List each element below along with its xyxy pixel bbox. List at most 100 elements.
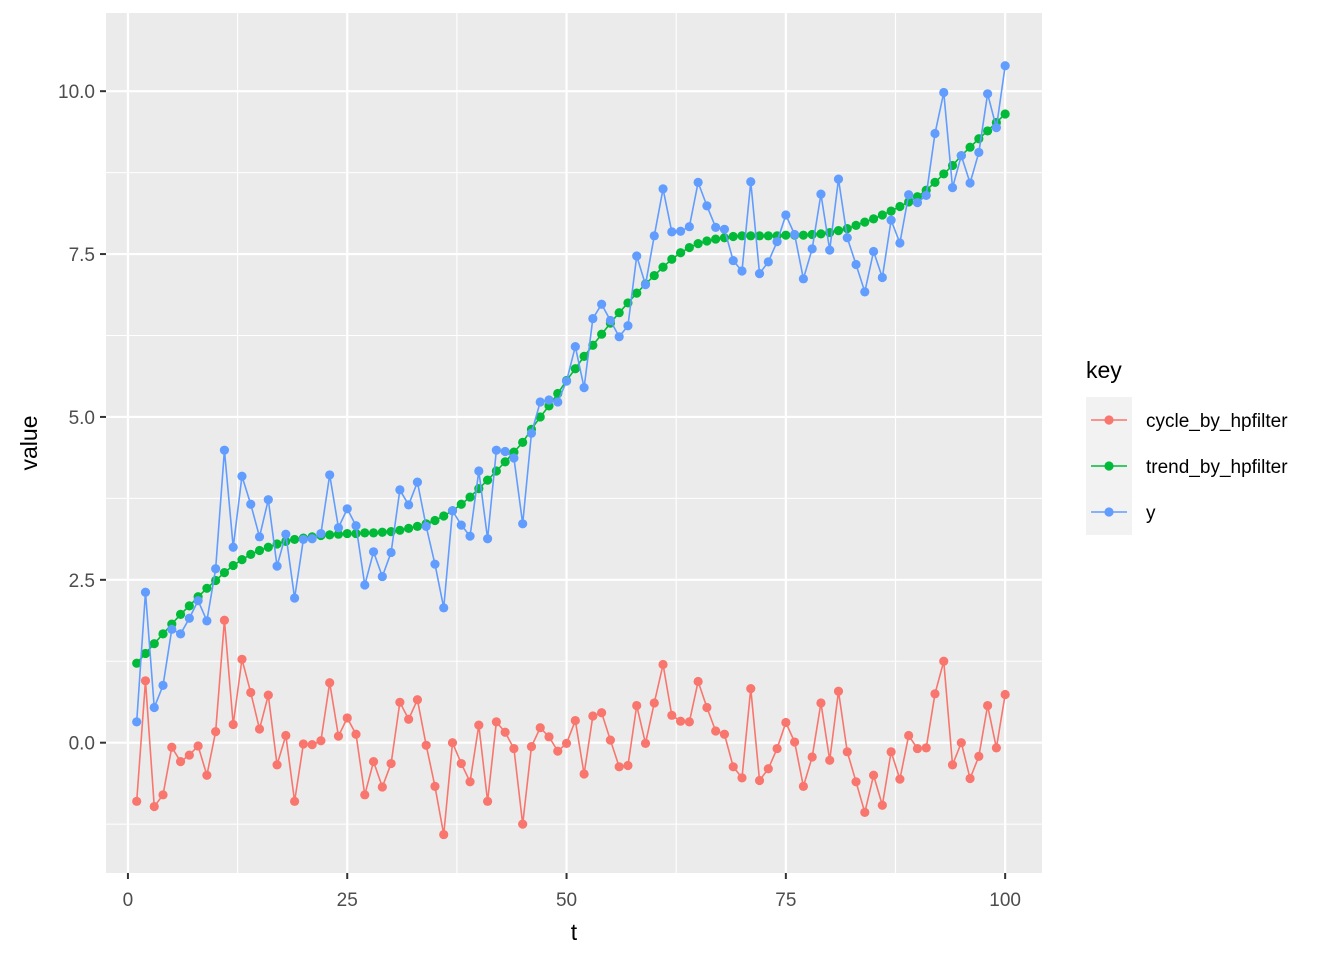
data-point [316,528,326,539]
data-point [851,259,861,270]
legend-item: cycle_by_hpfilter [1091,411,1288,432]
data-point [175,629,186,639]
data-point [447,506,458,516]
data-point [781,717,791,728]
data-point [579,383,589,393]
data-point [632,700,642,711]
data-point [921,190,931,201]
data-point [614,762,624,772]
data-point [360,528,370,538]
data-point [711,222,721,232]
data-point [921,743,931,753]
data-point [702,702,712,713]
data-point [912,197,923,208]
axes: 0 25 50 75 100 0.0 2.5 5.0 7.5 10.0 [58,82,1021,911]
data-point [614,308,624,318]
data-point [404,523,414,533]
data-point [342,504,352,514]
data-point [281,529,291,539]
data-point [500,446,510,457]
data-point [895,201,905,212]
data-point [254,532,265,542]
data-point [956,738,966,748]
data-point [184,601,194,611]
data-point [281,730,291,741]
data-point [193,741,203,751]
series-line [135,620,1006,835]
data-point [412,477,423,487]
data-point [175,756,186,767]
data-point [640,738,651,748]
data-point [263,690,273,700]
data-point [693,676,703,687]
data-point [307,740,317,750]
data-point [290,593,300,603]
data-point [184,750,194,760]
data-point [605,315,616,326]
x-axis-title: t [571,919,578,945]
data-point [798,230,808,240]
data-point [219,568,230,578]
data-point [904,190,914,200]
data-point [754,231,765,241]
data-point [623,321,633,331]
series-cycle-by-hpfilter [132,615,1010,840]
data-point [640,280,651,290]
data-point [983,700,993,711]
data-point [649,231,659,241]
data-point [254,545,265,556]
data-point [482,534,493,544]
data-point [237,555,247,565]
data-point [833,174,844,184]
data-point [763,764,773,774]
data-point [649,270,659,281]
data-point [947,183,958,193]
data-point [193,596,203,606]
data-point [465,777,475,787]
data-point [675,226,686,236]
data-point [693,177,703,187]
data-point [518,819,528,829]
data-point [781,210,791,220]
data-point [342,528,352,539]
data-point [342,713,352,723]
data-point [228,560,238,571]
data-point [886,747,896,757]
data-point [228,542,238,552]
data-point [711,234,721,244]
data-point [719,224,730,234]
data-point [1000,61,1010,71]
data-point [754,775,765,786]
legend-label: cycle_by_hpfilter [1146,411,1288,432]
data-point [474,720,484,730]
data-point [667,254,677,264]
data-point [421,740,431,750]
x-tick-label: 25 [337,890,358,911]
data-point [132,658,142,668]
data-point [983,126,993,136]
data-point [667,710,677,720]
data-point [711,726,721,736]
y-tick-label: 7.5 [69,245,95,266]
minor-gridlines [106,13,1042,873]
data-point [412,695,423,705]
data-point [140,587,151,597]
data-point [465,492,475,502]
legend-label: trend_by_hpfilter [1146,457,1288,478]
data-point [632,251,642,261]
legend-item: trend_by_hpfilter [1091,457,1288,478]
data-point [807,752,817,762]
data-point [333,529,344,539]
data-point [728,231,738,242]
data-point [965,773,975,784]
data-point [675,716,686,726]
data-point [877,800,887,810]
data-point [290,534,300,545]
data-point [482,475,493,485]
data-point [816,189,826,199]
data-point [491,466,501,476]
data-point [430,515,440,526]
data-point [272,561,282,571]
